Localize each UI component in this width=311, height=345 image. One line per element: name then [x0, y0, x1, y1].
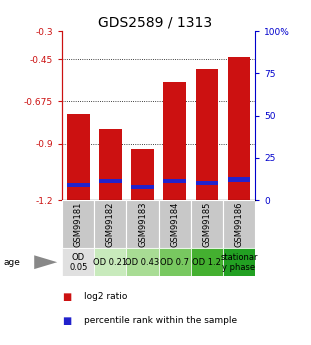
- Bar: [67, 183, 90, 187]
- Text: OD
0.05: OD 0.05: [69, 253, 87, 272]
- Bar: [163, 179, 186, 184]
- Bar: [94, 248, 127, 276]
- Text: GSM99182: GSM99182: [106, 201, 115, 247]
- Text: log2 ratio: log2 ratio: [84, 292, 127, 301]
- Bar: [127, 248, 159, 276]
- Text: OD 0.43: OD 0.43: [125, 258, 160, 267]
- Bar: [62, 200, 94, 248]
- Text: OD 1.2: OD 1.2: [193, 258, 221, 267]
- Bar: [62, 248, 94, 276]
- Text: GSM99181: GSM99181: [74, 201, 83, 247]
- Bar: [159, 200, 191, 248]
- Bar: [94, 200, 127, 248]
- Bar: [131, 149, 154, 200]
- Text: percentile rank within the sample: percentile rank within the sample: [84, 316, 237, 325]
- Text: ■: ■: [62, 316, 72, 326]
- Bar: [127, 200, 159, 248]
- Bar: [228, 177, 250, 181]
- Text: GSM99185: GSM99185: [202, 201, 211, 247]
- Bar: [159, 248, 191, 276]
- Bar: [191, 200, 223, 248]
- Bar: [223, 248, 255, 276]
- Text: OD 0.21: OD 0.21: [93, 258, 128, 267]
- Bar: [196, 69, 218, 200]
- Bar: [67, 114, 90, 200]
- Bar: [191, 248, 223, 276]
- Text: GSM99186: GSM99186: [234, 201, 244, 247]
- Text: GSM99183: GSM99183: [138, 201, 147, 247]
- Text: GDS2589 / 1313: GDS2589 / 1313: [99, 16, 212, 30]
- Bar: [99, 129, 122, 200]
- Bar: [196, 181, 218, 185]
- Bar: [99, 179, 122, 184]
- Polygon shape: [34, 255, 57, 269]
- Bar: [163, 82, 186, 200]
- Bar: [131, 185, 154, 189]
- Bar: [228, 57, 250, 200]
- Text: age: age: [3, 258, 20, 267]
- Text: ■: ■: [62, 292, 72, 302]
- Bar: [223, 200, 255, 248]
- Text: stationar
y phase: stationar y phase: [220, 253, 258, 272]
- Text: GSM99184: GSM99184: [170, 201, 179, 247]
- Text: OD 0.7: OD 0.7: [160, 258, 189, 267]
